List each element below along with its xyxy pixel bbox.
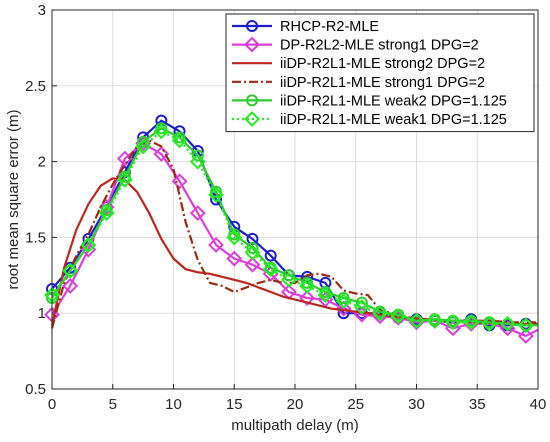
data-point bbox=[517, 328, 534, 344]
data-point bbox=[189, 205, 206, 222]
data-point bbox=[244, 244, 261, 261]
data-point bbox=[463, 314, 480, 331]
data-point bbox=[173, 131, 186, 144]
y-tick-label: 3 bbox=[38, 2, 46, 19]
data-point bbox=[299, 290, 316, 306]
data-point bbox=[208, 237, 224, 253]
y-tick-label: 1 bbox=[38, 305, 46, 322]
y-axis-label: root mean square error (m) bbox=[5, 109, 22, 289]
legend: RHCP-R2-MLE DP-R2L2-MLE strong1 DPG=2 iiDP… bbox=[225, 13, 535, 133]
y-tick-label: 2 bbox=[38, 154, 46, 171]
data-point bbox=[264, 249, 277, 262]
data-point bbox=[246, 242, 259, 255]
data-point bbox=[208, 187, 224, 203]
data-point bbox=[390, 308, 407, 325]
data-point bbox=[62, 262, 79, 279]
data-point bbox=[189, 153, 206, 170]
data-point bbox=[244, 256, 261, 273]
x-axis-label: multipath delay (m) bbox=[231, 417, 359, 434]
tick-labels: 0 5 10 15 20 25 30 35 40 0.5 1 1.5 2 2.5 3 bbox=[25, 2, 546, 413]
series-4 bbox=[50, 139, 538, 329]
data-point bbox=[82, 238, 95, 251]
legend-label: iiDP-R2L1-MLE weak1 DPG=1.125 bbox=[280, 112, 507, 128]
x-tick-label: 0 bbox=[48, 396, 56, 413]
legend-label: RHCP-R2-MLE bbox=[280, 19, 379, 35]
data-point bbox=[372, 305, 388, 322]
legend-item: iiDP-R2L1-MLE weak1 DPG=1.125 bbox=[232, 111, 507, 128]
x-tick-label: 40 bbox=[530, 396, 547, 413]
legend-box bbox=[225, 13, 535, 133]
data-point bbox=[80, 237, 97, 253]
data-point bbox=[426, 312, 443, 329]
x-tick-label: 30 bbox=[408, 396, 425, 413]
x-tick-label: 35 bbox=[469, 396, 486, 413]
series-line bbox=[51, 142, 539, 338]
data-point bbox=[281, 271, 297, 288]
legend-marker bbox=[246, 94, 258, 107]
data-point bbox=[319, 285, 332, 298]
legend-label: DP-R2L2-MLE strong1 DPG=2 bbox=[280, 38, 479, 54]
data-point bbox=[118, 170, 131, 183]
data-point bbox=[62, 277, 79, 294]
legend-marker bbox=[244, 36, 260, 53]
legend-marker bbox=[246, 20, 258, 32]
data-point bbox=[171, 132, 188, 149]
data-point bbox=[171, 173, 188, 190]
data-point bbox=[499, 315, 516, 332]
series-line bbox=[50, 139, 538, 329]
data-point bbox=[337, 292, 350, 305]
data-point bbox=[262, 261, 279, 278]
data-point bbox=[116, 171, 133, 188]
plot-frame bbox=[51, 9, 539, 390]
data-point bbox=[408, 312, 425, 329]
x-tick-label: 10 bbox=[165, 396, 182, 413]
data-point bbox=[301, 276, 314, 289]
y-tick-label: 1.5 bbox=[25, 229, 46, 246]
legend-item: iiDP-R2L1-MLE weak2 DPG=1.125 bbox=[232, 93, 507, 109]
data-point bbox=[153, 123, 170, 140]
y-tick-label: 2.5 bbox=[25, 78, 46, 95]
x-tick-label: 5 bbox=[109, 396, 117, 413]
series-line bbox=[51, 127, 538, 327]
data-point bbox=[98, 199, 115, 215]
data-point bbox=[226, 229, 243, 246]
data-point bbox=[517, 317, 534, 334]
data-point bbox=[335, 300, 352, 317]
data-point bbox=[355, 296, 368, 309]
data-point bbox=[410, 314, 423, 327]
legend-item: RHCP-R2-MLE bbox=[232, 19, 379, 35]
data-point bbox=[64, 264, 77, 277]
legend-label: iiDP-R2L1-MLE strong2 DPG=2 bbox=[280, 56, 485, 72]
data-point bbox=[228, 228, 241, 241]
data-point bbox=[445, 314, 461, 331]
legend-marker bbox=[244, 111, 260, 127]
data-point bbox=[226, 250, 243, 267]
data-point bbox=[299, 277, 316, 294]
data-point bbox=[135, 138, 152, 155]
legend-label: iiDP-R2L1-MLE strong1 DPG=2 bbox=[280, 75, 485, 91]
x-tick-label: 15 bbox=[226, 396, 243, 413]
data-point bbox=[353, 299, 370, 316]
data-point bbox=[445, 320, 461, 337]
data-point bbox=[481, 315, 498, 332]
data-point bbox=[519, 319, 532, 332]
series-line bbox=[51, 130, 538, 327]
data-point bbox=[317, 287, 334, 303]
legend-item: iiDP-R2L1-MLE strong2 DPG=2 bbox=[232, 56, 485, 72]
data-point bbox=[153, 146, 170, 162]
legend-item: DP-R2L2-MLE strong1 DPG=2 bbox=[232, 36, 479, 54]
data-point bbox=[155, 122, 168, 135]
data-point bbox=[335, 293, 352, 309]
y-tick-label: 0.5 bbox=[25, 381, 46, 398]
x-tick-label: 25 bbox=[347, 396, 364, 413]
x-tick-label: 20 bbox=[287, 396, 304, 413]
legend-label: iiDP-R2L1-MLE weak2 DPG=1.125 bbox=[280, 93, 507, 109]
legend-item: iiDP-R2L1-MLE strong1 DPG=2 bbox=[232, 75, 485, 91]
data-point bbox=[98, 205, 115, 222]
